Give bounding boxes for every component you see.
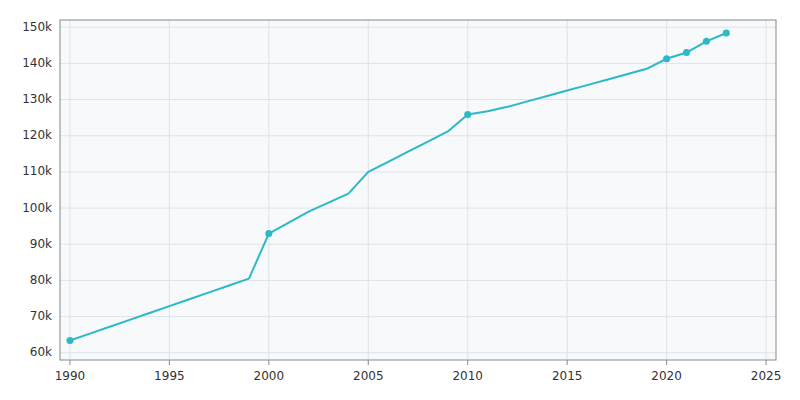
y-tick-label: 60k — [30, 345, 52, 359]
y-tick-label: 80k — [30, 273, 52, 287]
x-tick-label: 2010 — [452, 369, 483, 383]
plot-background — [60, 20, 776, 360]
y-tick-label: 120k — [22, 128, 52, 142]
grid — [60, 20, 776, 360]
x-grid-line — [268, 20, 269, 360]
y-grid-line — [60, 316, 776, 317]
y-tick-label: 150k — [22, 20, 52, 34]
x-grid-line — [69, 20, 70, 360]
x-tick-label: 2025 — [751, 369, 782, 383]
y-tick-label: 110k — [22, 164, 52, 178]
series-point — [683, 49, 690, 56]
x-grid-line — [567, 20, 568, 360]
x-grid-line — [766, 20, 767, 360]
x-grid-line — [467, 20, 468, 360]
x-grid-line — [368, 20, 369, 360]
x-tick-mark — [467, 360, 468, 365]
x-tick-label: 2000 — [254, 369, 285, 383]
series-point — [66, 337, 73, 344]
x-tick-label: 1995 — [154, 369, 185, 383]
x-tick-mark — [666, 360, 667, 365]
series-point — [703, 38, 710, 45]
y-grid-line — [60, 280, 776, 281]
y-tick-label: 90k — [30, 237, 52, 251]
plot-frame — [60, 20, 776, 360]
axes: 60k 70k 80k 90k 100k 110k 120k 130k 140k 150k 1990… — [22, 20, 781, 383]
y-grid-line — [60, 27, 776, 28]
series-point — [464, 111, 471, 118]
y-grid-line — [60, 171, 776, 172]
x-tick-mark — [69, 360, 70, 365]
series-point — [663, 55, 670, 62]
y-grid-line — [60, 63, 776, 64]
series-line — [70, 33, 726, 340]
x-tick-label: 1990 — [55, 369, 86, 383]
x-tick-mark — [268, 360, 269, 365]
y-grid-line — [60, 208, 776, 209]
x-tick-label: 2015 — [552, 369, 583, 383]
x-tick-mark — [169, 360, 170, 365]
x-grid-line — [169, 20, 170, 360]
x-tick-mark — [567, 360, 568, 365]
x-tick-mark — [766, 360, 767, 365]
y-tick-label: 100k — [22, 201, 52, 215]
y-grid-line — [60, 352, 776, 353]
series-point — [723, 30, 730, 37]
y-grid-line — [60, 99, 776, 100]
x-tick-label: 2020 — [651, 369, 682, 383]
y-grid-line — [60, 244, 776, 245]
chart-container: 60k 70k 80k 90k 100k 110k 120k 130k 140k 150k 1990… — [0, 0, 800, 400]
series-point — [265, 230, 272, 237]
chart-svg: 60k 70k 80k 90k 100k 110k 120k 130k 140k 150k 1990… — [0, 0, 800, 400]
y-grid-line — [60, 135, 776, 136]
x-tick-mark — [368, 360, 369, 365]
y-tick-label: 130k — [22, 92, 52, 106]
y-tick-label: 140k — [22, 56, 52, 70]
x-tick-label: 2005 — [353, 369, 384, 383]
y-tick-label: 70k — [30, 309, 52, 323]
x-grid-line — [666, 20, 667, 360]
data-layer — [66, 30, 729, 344]
